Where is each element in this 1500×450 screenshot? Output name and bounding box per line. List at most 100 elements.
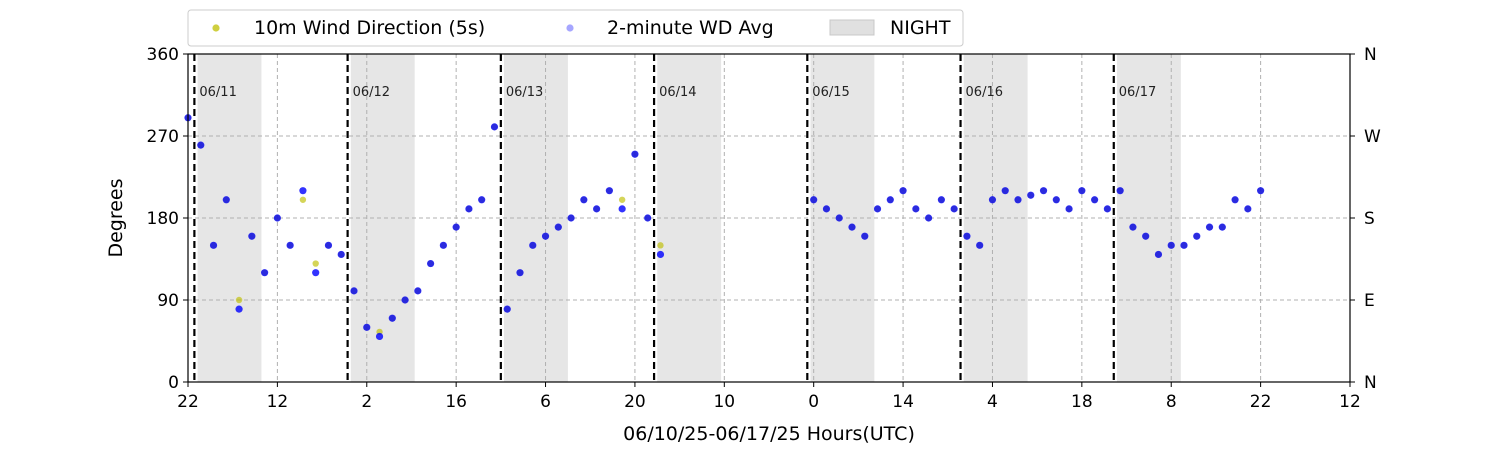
y-tick-label: 360 bbox=[147, 45, 179, 65]
data-point bbox=[1231, 196, 1239, 204]
data-point bbox=[1001, 187, 1009, 195]
series-wd-2min-avg bbox=[184, 114, 1265, 341]
data-point bbox=[1129, 223, 1137, 231]
data-point bbox=[1167, 241, 1175, 249]
x-tick-label: 2 bbox=[361, 392, 372, 412]
data-point bbox=[452, 223, 460, 231]
x-axis-label: 06/10/25-06/17/25 Hours(UTC) bbox=[623, 423, 915, 445]
data-point bbox=[541, 232, 550, 240]
data-point bbox=[1154, 250, 1163, 259]
series-layer bbox=[184, 114, 1265, 341]
data-point bbox=[312, 260, 319, 267]
data-point bbox=[261, 269, 269, 277]
compass-tick-label: N bbox=[1364, 45, 1377, 65]
x-tick-label: 18 bbox=[1071, 392, 1093, 412]
data-point bbox=[810, 196, 818, 204]
y-tick-label: 0 bbox=[168, 373, 179, 393]
data-point bbox=[631, 150, 639, 158]
data-point bbox=[465, 205, 473, 213]
legend-marker bbox=[212, 24, 220, 32]
data-point bbox=[912, 205, 920, 213]
data-point bbox=[490, 123, 499, 131]
legend-label: 10m Wind Direction (5s) bbox=[254, 17, 485, 39]
data-point bbox=[656, 250, 665, 259]
x-tick-label: 22 bbox=[177, 392, 199, 412]
data-point bbox=[1142, 232, 1150, 240]
data-point bbox=[1065, 205, 1073, 213]
data-point bbox=[337, 250, 345, 259]
data-point bbox=[1116, 187, 1124, 195]
data-point bbox=[618, 205, 626, 213]
data-point bbox=[1014, 196, 1022, 204]
legend-label: NIGHT bbox=[890, 17, 951, 39]
y-tick-label: 90 bbox=[157, 291, 179, 311]
data-point bbox=[1244, 205, 1252, 213]
x-tick-label: 6 bbox=[540, 392, 551, 412]
compass-tick-label: N bbox=[1364, 373, 1377, 393]
day-marker-label: 06/17 bbox=[1119, 85, 1156, 100]
day-marker-layer: 06/11 06/12 06/13 06/14 06/15 06/16 06/17 bbox=[193, 54, 1156, 382]
x-tick-label: 16 bbox=[445, 392, 467, 412]
data-point bbox=[976, 241, 984, 249]
data-point bbox=[478, 196, 486, 204]
data-point bbox=[503, 305, 511, 313]
data-point bbox=[299, 187, 307, 195]
data-point bbox=[1257, 187, 1265, 195]
data-point bbox=[363, 323, 371, 331]
data-point bbox=[414, 287, 422, 295]
data-point bbox=[235, 296, 243, 304]
x-tick-label: 8 bbox=[1166, 392, 1177, 412]
y-axis-label: Degrees bbox=[105, 178, 127, 257]
x-tick-label: 4 bbox=[987, 392, 998, 412]
data-point bbox=[1180, 241, 1188, 249]
data-point bbox=[1052, 196, 1060, 204]
data-point bbox=[848, 223, 856, 231]
data-point bbox=[529, 241, 537, 249]
legend-marker bbox=[566, 24, 574, 32]
data-point bbox=[312, 269, 320, 277]
legend-label: 2-minute WD Avg bbox=[607, 17, 774, 39]
data-point bbox=[657, 242, 664, 249]
data-point bbox=[963, 232, 971, 240]
data-point bbox=[248, 232, 256, 240]
data-point bbox=[401, 296, 409, 304]
day-marker-label: 06/11 bbox=[199, 85, 236, 100]
data-point bbox=[988, 196, 997, 204]
night-band bbox=[350, 54, 415, 382]
data-point bbox=[861, 232, 869, 240]
data-point bbox=[835, 214, 843, 222]
x-tick-label: 22 bbox=[1250, 392, 1272, 412]
data-point bbox=[273, 214, 281, 222]
data-point bbox=[516, 269, 524, 277]
data-point bbox=[925, 214, 933, 222]
data-point bbox=[427, 259, 435, 268]
x-tick-label: 12 bbox=[267, 392, 289, 412]
data-point bbox=[618, 196, 626, 203]
data-point bbox=[605, 187, 613, 195]
data-point bbox=[644, 214, 652, 222]
data-point bbox=[873, 205, 882, 213]
data-point bbox=[439, 241, 447, 249]
data-point bbox=[350, 287, 358, 295]
data-point bbox=[899, 187, 907, 195]
legend-patch bbox=[829, 19, 875, 36]
data-point bbox=[822, 205, 831, 213]
axis-layer: 22 12 2 16 6 20 10 0 14 4 18 8 22 12 0 90 180 270 360 N E S W N bbox=[147, 45, 1381, 412]
data-point bbox=[1078, 187, 1086, 195]
data-point bbox=[1193, 232, 1201, 240]
data-point bbox=[1091, 196, 1099, 204]
day-marker-label: 06/15 bbox=[812, 85, 849, 100]
compass-tick-label: W bbox=[1364, 127, 1381, 147]
x-tick-label: 14 bbox=[892, 392, 914, 412]
y-tick-label: 270 bbox=[147, 127, 179, 147]
data-point bbox=[222, 196, 230, 204]
legend: 10m Wind Direction (5s) 2-minute WD Avg NI… bbox=[187, 9, 964, 47]
day-marker-label: 06/12 bbox=[353, 85, 390, 100]
legend-box bbox=[187, 9, 964, 47]
x-tick-label: 10 bbox=[713, 392, 735, 412]
data-point bbox=[1039, 187, 1048, 195]
data-point bbox=[388, 314, 396, 322]
data-point bbox=[197, 141, 205, 149]
data-point bbox=[235, 305, 243, 313]
